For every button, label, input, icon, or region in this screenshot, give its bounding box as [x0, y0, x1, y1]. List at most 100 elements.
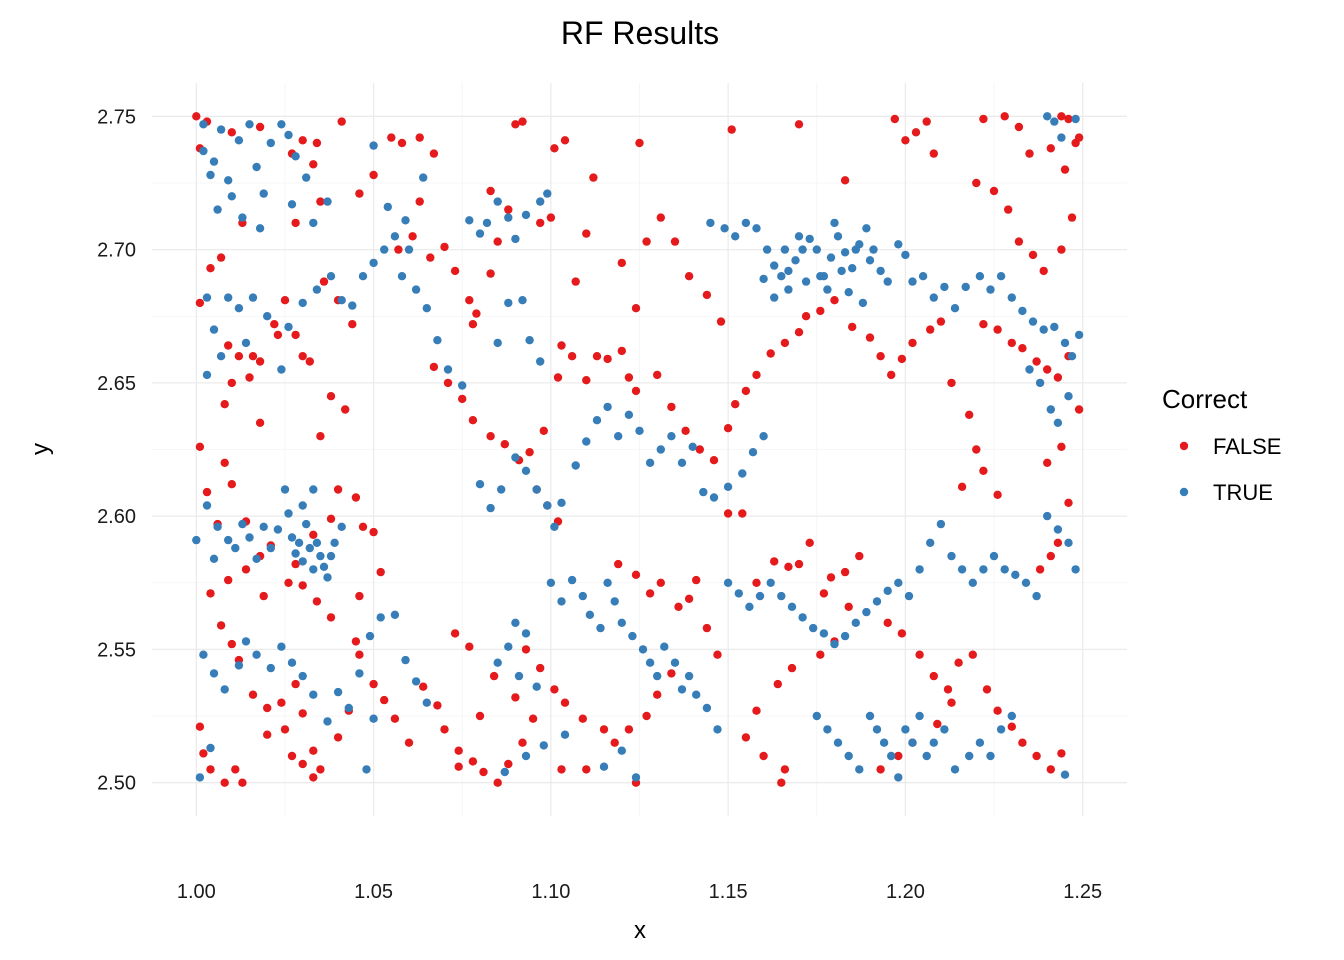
data-point [546, 578, 556, 587]
data-point [1021, 578, 1031, 587]
data-point [727, 125, 736, 134]
data-point [1018, 306, 1027, 316]
data-point [844, 288, 853, 297]
data-point [731, 232, 740, 241]
data-point [369, 258, 378, 268]
data-point [468, 416, 478, 425]
data-point [624, 373, 634, 382]
data-point [968, 650, 977, 659]
data-point [770, 261, 779, 270]
data-point [933, 719, 942, 729]
data-point [426, 253, 435, 262]
data-point [617, 618, 626, 627]
data-point [287, 751, 297, 761]
data-point [738, 509, 747, 518]
data-point [284, 509, 293, 518]
data-point [826, 573, 836, 582]
data-point [504, 642, 513, 651]
data-point [582, 376, 591, 385]
data-point [316, 432, 325, 441]
data-point [521, 751, 531, 761]
data-point [660, 642, 669, 651]
data-point [855, 551, 864, 561]
data-point [355, 650, 364, 659]
data-point [192, 112, 201, 121]
data-point [801, 277, 811, 286]
data-point [326, 551, 336, 561]
data-point [298, 671, 307, 681]
data-point [1057, 133, 1066, 142]
data-point [837, 266, 846, 276]
data-point [989, 551, 999, 561]
data-point [202, 370, 212, 380]
data-point [926, 538, 935, 547]
data-point [1043, 458, 1052, 467]
data-point [954, 658, 963, 667]
data-point [497, 485, 506, 494]
data-point [337, 117, 346, 126]
data-point [536, 357, 545, 366]
data-point [674, 602, 683, 611]
data-point [752, 706, 761, 715]
data-point [199, 146, 208, 156]
data-point [380, 245, 389, 254]
data-point [525, 448, 534, 457]
data-point [1035, 565, 1045, 574]
data-point [631, 304, 641, 313]
data-point [394, 245, 403, 254]
data-point [670, 237, 680, 246]
data-point [936, 317, 946, 326]
data-point [979, 114, 988, 124]
data-point [582, 765, 591, 774]
data-point [950, 304, 960, 313]
data-point [560, 698, 570, 707]
data-point [1053, 418, 1063, 427]
data-point [1064, 392, 1073, 401]
data-point [823, 725, 832, 734]
data-point [1043, 112, 1052, 121]
data-point [1039, 266, 1048, 276]
data-point [326, 392, 336, 401]
data-point [380, 695, 389, 705]
data-point [557, 597, 566, 606]
data-point [333, 485, 343, 494]
data-point [543, 189, 552, 198]
legend-label: TRUE [1213, 480, 1273, 505]
x-tick-label: 1.15 [709, 881, 748, 903]
data-point [252, 554, 261, 563]
data-point [411, 285, 421, 294]
data-point [926, 325, 935, 334]
data-point [302, 519, 311, 529]
data-point [1064, 538, 1073, 547]
data-point [766, 578, 775, 587]
data-point [323, 573, 332, 582]
data-point [1064, 114, 1073, 124]
data-point [486, 269, 495, 278]
data-point [309, 485, 318, 494]
data-point [528, 714, 538, 723]
data-point [1028, 250, 1038, 260]
data-point [1007, 711, 1016, 721]
data-point [965, 410, 974, 419]
data-point [979, 565, 988, 574]
data-point [1007, 722, 1016, 731]
data-point [667, 402, 676, 412]
data-point [401, 216, 410, 225]
data-point [1050, 117, 1059, 126]
data-point [227, 192, 236, 201]
data-point [1007, 293, 1016, 302]
data-point [883, 277, 892, 286]
data-point [752, 370, 761, 380]
data-point [642, 237, 651, 246]
data-point [805, 538, 814, 547]
data-point [840, 248, 850, 257]
data-point [688, 442, 697, 451]
data-point [929, 671, 938, 681]
data-point [1060, 165, 1070, 174]
data-point [915, 565, 924, 574]
data-point [638, 645, 648, 654]
data-point [369, 527, 378, 537]
data-point [603, 578, 612, 587]
data-point [833, 232, 843, 241]
